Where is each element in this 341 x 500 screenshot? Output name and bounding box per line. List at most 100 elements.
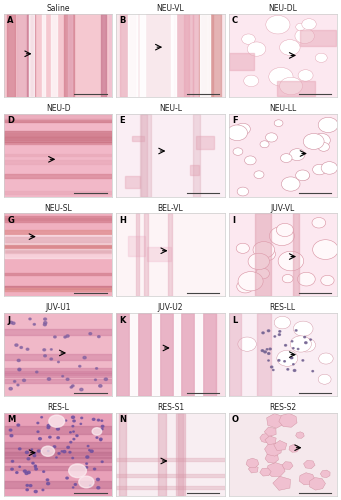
Bar [4, 354, 112, 360]
Circle shape [89, 332, 92, 334]
Bar [4, 329, 112, 334]
Bar [195, 313, 202, 396]
Circle shape [79, 476, 94, 488]
Bar [4, 134, 112, 140]
Circle shape [303, 134, 324, 150]
Polygon shape [296, 432, 304, 438]
Circle shape [278, 334, 280, 336]
Circle shape [81, 417, 83, 418]
Circle shape [244, 156, 256, 165]
Bar [51, 14, 57, 97]
Bar [4, 466, 112, 470]
Bar [293, 214, 299, 296]
Polygon shape [265, 436, 276, 444]
Bar [8, 14, 15, 97]
Bar [4, 230, 112, 234]
Bar [4, 115, 112, 119]
Circle shape [9, 388, 12, 390]
Circle shape [18, 368, 21, 370]
Circle shape [293, 321, 313, 336]
Circle shape [97, 478, 100, 480]
Circle shape [72, 385, 74, 386]
Text: D: D [8, 116, 14, 125]
Bar [64, 14, 74, 97]
Polygon shape [264, 427, 276, 436]
Bar [68, 14, 72, 97]
Circle shape [287, 368, 289, 370]
Title: JUV-U1: JUV-U1 [45, 304, 71, 312]
Circle shape [19, 466, 20, 468]
Text: A: A [8, 16, 14, 26]
Circle shape [319, 353, 333, 364]
Title: RES-L: RES-L [47, 403, 69, 412]
Bar [42, 14, 45, 97]
Circle shape [304, 336, 306, 338]
Circle shape [26, 489, 28, 490]
Bar [4, 372, 112, 376]
Bar [176, 413, 183, 496]
Circle shape [73, 487, 74, 488]
Bar [178, 413, 185, 496]
Circle shape [32, 462, 34, 464]
Circle shape [70, 386, 73, 388]
Circle shape [54, 336, 56, 338]
Circle shape [280, 77, 302, 95]
Circle shape [281, 154, 292, 162]
Circle shape [11, 460, 14, 462]
Circle shape [79, 366, 81, 367]
Circle shape [233, 148, 243, 156]
Circle shape [26, 484, 28, 486]
Bar [184, 14, 193, 97]
Circle shape [74, 484, 76, 486]
Circle shape [65, 420, 66, 421]
Circle shape [293, 364, 294, 365]
Circle shape [269, 68, 293, 86]
Circle shape [85, 466, 88, 468]
Polygon shape [279, 414, 297, 427]
Polygon shape [273, 476, 291, 490]
Circle shape [44, 322, 47, 324]
Circle shape [227, 125, 248, 140]
Circle shape [56, 457, 57, 458]
Circle shape [298, 338, 315, 352]
Circle shape [297, 272, 315, 286]
Circle shape [238, 272, 263, 291]
Bar [4, 244, 112, 248]
Circle shape [96, 437, 98, 438]
Circle shape [26, 348, 29, 350]
Circle shape [34, 490, 37, 492]
Circle shape [313, 240, 338, 260]
Circle shape [17, 360, 20, 362]
Circle shape [80, 388, 83, 391]
Bar [174, 14, 189, 97]
Circle shape [43, 471, 45, 472]
Circle shape [282, 274, 293, 283]
Circle shape [35, 468, 38, 470]
Circle shape [293, 370, 296, 372]
Circle shape [104, 378, 107, 380]
Circle shape [268, 360, 269, 361]
Bar [193, 14, 206, 97]
Bar [152, 313, 159, 396]
Bar [4, 218, 112, 222]
Circle shape [34, 452, 36, 454]
Bar [4, 373, 112, 376]
Bar [4, 426, 112, 434]
Bar [196, 136, 214, 148]
Circle shape [295, 28, 314, 44]
Circle shape [277, 350, 298, 366]
Circle shape [9, 429, 12, 431]
Text: J: J [8, 316, 11, 324]
Polygon shape [246, 458, 259, 468]
Circle shape [312, 370, 313, 372]
Circle shape [66, 378, 69, 380]
Circle shape [295, 330, 297, 331]
Text: C: C [232, 16, 238, 26]
Circle shape [276, 224, 294, 236]
Bar [168, 214, 172, 296]
Circle shape [17, 424, 20, 426]
Circle shape [25, 472, 28, 474]
Circle shape [242, 34, 255, 44]
Circle shape [97, 486, 100, 489]
Bar [190, 165, 199, 175]
